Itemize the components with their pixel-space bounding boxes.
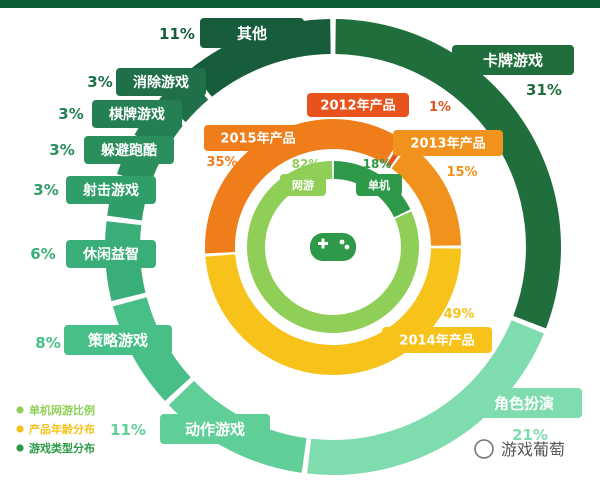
outer-pct-3: 8% bbox=[35, 334, 60, 352]
outer-label-2-bg bbox=[160, 414, 270, 444]
middle-label-0: 2014年产品 bbox=[382, 327, 492, 353]
middle-label-2-label: 2012年产品 bbox=[320, 98, 395, 114]
inner-label-1-bg bbox=[280, 174, 326, 196]
watermark-text: 游戏葡萄 bbox=[501, 440, 565, 459]
outer-label-8: 消除游戏 bbox=[116, 68, 206, 96]
middle-label-2-bg bbox=[307, 93, 409, 117]
outer-label-9-bg bbox=[200, 18, 304, 48]
outer-label-5-label: 射击游戏 bbox=[82, 182, 139, 199]
outer-label-7-bg bbox=[92, 100, 182, 128]
outer-pct-6: 3% bbox=[49, 141, 74, 159]
inner-pct-1: 82% bbox=[292, 157, 321, 171]
middle-pct-2: 1% bbox=[429, 100, 451, 115]
outer-label-6: 躲避跑酷 bbox=[84, 136, 174, 164]
outer-label-0: 卡牌游戏 bbox=[452, 45, 574, 75]
top-bar bbox=[0, 0, 600, 8]
inner-label-1: 网游 bbox=[280, 174, 326, 196]
middle-label-1-bg bbox=[204, 125, 312, 151]
inner-label-0-label: 单机 bbox=[368, 178, 390, 192]
outer-slice-0 bbox=[335, 19, 561, 329]
outer-label-1: 角色扮演 bbox=[466, 388, 582, 418]
outer-labels: 卡牌游戏 31% 角色扮演 21% 动作游戏 11% 策略游戏 8% 休闲益智 6% 射击游戏 3% 躲… bbox=[30, 18, 582, 444]
inner-label-0-bg bbox=[356, 174, 402, 196]
outer-pct-9: 11% bbox=[159, 25, 195, 43]
middle-label-1: 2015年产品 bbox=[204, 125, 312, 151]
outer-label-9-label: 其他 bbox=[237, 24, 267, 42]
outer-label-2-label: 动作游戏 bbox=[185, 420, 245, 438]
middle-label-0-bg bbox=[382, 327, 492, 353]
outer-label-6-label: 躲避跑酷 bbox=[101, 142, 157, 159]
outer-label-1-bg bbox=[466, 388, 582, 418]
outer-label-5: 射击游戏 bbox=[66, 176, 156, 204]
outer-label-1-label: 角色扮演 bbox=[494, 394, 554, 412]
middle-label-1-label: 2015年产品 bbox=[220, 131, 295, 147]
outer-label-0-label: 卡牌游戏 bbox=[483, 51, 543, 69]
middle-label-3-label: 2013年产品 bbox=[410, 136, 485, 152]
middle-slice-1 bbox=[205, 119, 401, 254]
outer-pct-0: 31% bbox=[526, 81, 562, 99]
middle-labels: 2014年产品 49% 2015年产品 35% 2012年产品 1% 2013年产品 15% bbox=[204, 93, 503, 353]
outer-pct-1: 21% bbox=[512, 426, 548, 444]
outer-label-3: 策略游戏 bbox=[64, 325, 172, 355]
outer-label-3-bg bbox=[64, 325, 172, 355]
outer-label-7: 棋牌游戏 bbox=[92, 100, 182, 128]
watermark: 游戏葡萄 bbox=[474, 439, 565, 459]
outer-pct-7: 3% bbox=[58, 105, 83, 123]
middle-pct-1: 35% bbox=[206, 155, 237, 170]
outer-label-0-bg bbox=[452, 45, 574, 75]
outer-pct-4: 6% bbox=[30, 245, 55, 263]
outer-label-3-label: 策略游戏 bbox=[87, 331, 148, 349]
outer-label-8-bg bbox=[116, 68, 206, 96]
outer-label-4-bg bbox=[66, 240, 156, 268]
middle-label-3: 2013年产品 bbox=[393, 130, 503, 156]
middle-label-3-bg bbox=[393, 130, 503, 156]
middle-pct-0: 49% bbox=[443, 307, 474, 322]
middle-label-2: 2012年产品 bbox=[307, 93, 409, 117]
middle-pct-3: 15% bbox=[446, 165, 477, 180]
inner-pct-0: 18% bbox=[363, 157, 392, 171]
legend-dot-2 bbox=[16, 444, 24, 452]
outer-label-9: 其他 bbox=[200, 18, 304, 48]
watermark-icon bbox=[474, 439, 494, 459]
outer-label-6-bg bbox=[84, 136, 174, 164]
outer-label-4: 休闲益智 bbox=[66, 240, 156, 268]
outer-pct-8: 3% bbox=[87, 73, 112, 91]
outer-pct-2: 11% bbox=[110, 421, 146, 439]
outer-label-7-label: 棋牌游戏 bbox=[109, 106, 165, 123]
middle-slice-3 bbox=[391, 144, 461, 246]
outer-label-8-label: 消除游戏 bbox=[133, 74, 189, 91]
legend-item-2: 游戏类型分布 bbox=[29, 441, 95, 455]
inner-labels: 单机 18% 网游 82% bbox=[280, 157, 402, 196]
outer-label-2: 动作游戏 bbox=[160, 414, 270, 444]
legend-dot-1 bbox=[16, 425, 24, 433]
legend-item-0: 单机网游比例 bbox=[29, 403, 95, 417]
legend-item-1: 产品年龄分布 bbox=[29, 422, 95, 436]
inner-label-1-label: 网游 bbox=[292, 178, 314, 192]
outer-label-4-label: 休闲益智 bbox=[82, 246, 139, 263]
inner-label-0: 单机 bbox=[356, 174, 402, 196]
gamepad-icon bbox=[298, 212, 368, 282]
legend-dot-0 bbox=[16, 406, 24, 414]
outer-pct-5: 3% bbox=[33, 181, 58, 199]
middle-label-0-label: 2014年产品 bbox=[399, 333, 474, 349]
outer-label-5-bg bbox=[66, 176, 156, 204]
